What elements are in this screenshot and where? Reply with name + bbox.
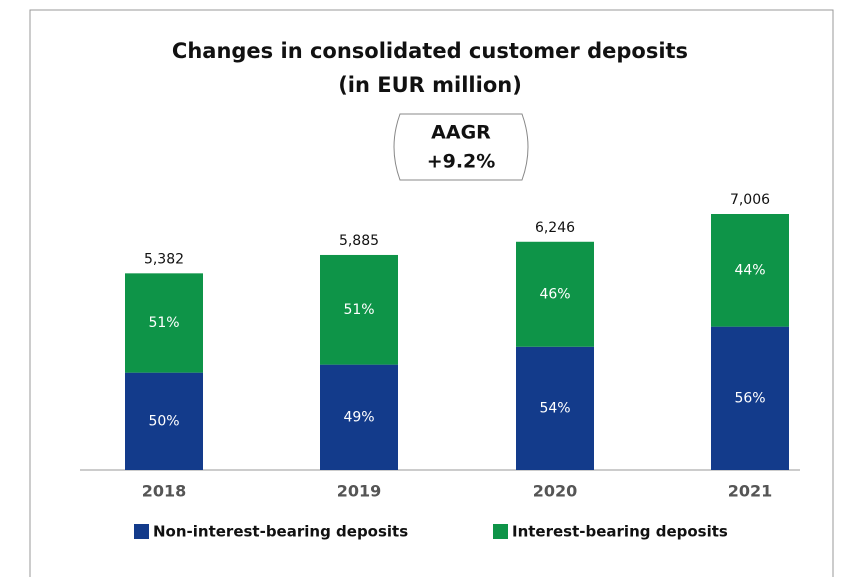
x-tick-label: 2020 bbox=[533, 482, 578, 501]
frame bbox=[29, 9, 834, 577]
x-tick-label: 2019 bbox=[337, 482, 382, 501]
segment-label: 49% bbox=[343, 409, 374, 425]
bar-segment bbox=[125, 372, 203, 470]
total-label: 7,006 bbox=[730, 192, 770, 208]
annotation: +9.2% bbox=[427, 151, 496, 173]
bar-segment bbox=[711, 214, 789, 327]
bar-segment bbox=[320, 254, 398, 365]
x-tick-label: 2018 bbox=[142, 482, 187, 501]
chart-subtitle: (in EUR million) bbox=[338, 73, 522, 97]
segment-label: 46% bbox=[539, 286, 570, 302]
total-label: 5,382 bbox=[144, 251, 184, 267]
bar-segment bbox=[711, 326, 789, 470]
bar-segment bbox=[516, 241, 594, 347]
total-label: 5,885 bbox=[339, 233, 379, 249]
legend-swatch bbox=[493, 524, 508, 539]
legend-swatch bbox=[134, 524, 149, 539]
x-tick-label: 2021 bbox=[728, 482, 773, 501]
segment-label: 51% bbox=[148, 315, 179, 331]
segment-label: 50% bbox=[148, 413, 179, 429]
segment-label: 56% bbox=[734, 390, 765, 406]
segment-label: 44% bbox=[734, 262, 765, 278]
segment-label: 51% bbox=[343, 302, 374, 318]
segment-label: 54% bbox=[539, 400, 570, 416]
bar-segment bbox=[516, 346, 594, 470]
annotation: AAGR bbox=[431, 122, 491, 144]
chart-title: Changes in consolidated customer deposit… bbox=[172, 39, 688, 63]
total-label: 6,246 bbox=[535, 220, 575, 236]
legend-label: Interest-bearing deposits bbox=[512, 523, 728, 541]
bar-segment bbox=[125, 273, 203, 373]
annotation-box bbox=[393, 113, 529, 181]
bar-segment bbox=[320, 364, 398, 470]
legend-label: Non-interest-bearing deposits bbox=[153, 523, 408, 541]
